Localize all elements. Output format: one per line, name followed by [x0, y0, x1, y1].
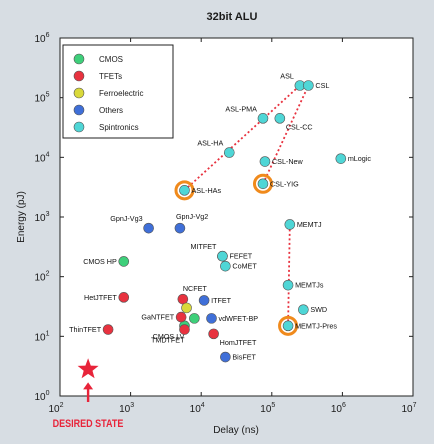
point-label: HetJTFET — [84, 293, 117, 302]
legend-label: Others — [99, 106, 123, 115]
desired-state-star — [77, 358, 99, 379]
data-point — [181, 302, 192, 314]
point-label: CSL-YIG — [270, 179, 299, 188]
data-point — [174, 222, 186, 234]
point-label: GaNTFET — [141, 313, 174, 322]
point-label: GpnJ-Vg2 — [176, 212, 208, 221]
data-point — [223, 147, 235, 158]
x-tick-label: 105 — [260, 402, 275, 415]
data-point — [303, 80, 314, 91]
x-tick-label: 103 — [119, 402, 134, 415]
legend-swatch — [73, 70, 85, 82]
legend-label: CMOS — [99, 55, 123, 64]
point-label: NCFET — [183, 284, 208, 293]
data-points: CMOS HP CMOS LV HetJTFET ThinTFET NCFET GaNTF… — [69, 71, 372, 363]
point-label: ASL-HA — [197, 139, 223, 148]
data-point — [274, 113, 286, 124]
point-label: BisFET — [232, 353, 256, 362]
y-tick-label: 103 — [34, 211, 49, 224]
legend-label: Spintronics — [99, 123, 139, 132]
axis-ticks: 102 103 104 105 106 107 100 101 102 103 104 105 106 — [34, 32, 416, 415]
trend-line — [287, 224, 291, 326]
trend-line — [262, 85, 310, 185]
x-tick-label: 107 — [401, 402, 416, 415]
point-label: MITFET — [190, 242, 217, 251]
point-label: ASL-PMA — [225, 104, 257, 113]
data-point — [118, 292, 130, 303]
data-point — [217, 250, 228, 262]
point-label: HomJTFET — [220, 338, 257, 347]
y-tick-label: 100 — [34, 390, 49, 403]
point-label: CSL-New — [272, 157, 304, 166]
legend-swatch — [73, 121, 85, 133]
y-tick-label: 102 — [34, 271, 49, 284]
data-point — [102, 324, 114, 335]
trend-lines — [183, 84, 310, 326]
legend-swatch — [73, 53, 85, 65]
highlight-ring — [174, 180, 195, 201]
data-point — [282, 320, 294, 332]
point-label: CMOS LV — [153, 332, 185, 341]
data-point — [189, 313, 200, 324]
point-label: ASL-HAs — [191, 186, 221, 195]
x-tick-label: 104 — [190, 402, 205, 415]
point-label: SWD — [310, 305, 327, 314]
legend-swatch — [73, 104, 85, 116]
desired-state-arrowhead — [83, 382, 94, 390]
data-point — [206, 313, 217, 324]
trend-line — [183, 84, 301, 191]
data-point — [257, 113, 269, 124]
data-point — [179, 185, 190, 196]
data-point — [335, 153, 347, 164]
data-point — [220, 351, 231, 363]
highlight-ring — [278, 315, 299, 336]
x-tick-label: 102 — [48, 402, 63, 415]
data-point — [198, 295, 210, 306]
desired-state-marker: DESIRED STATE — [53, 358, 124, 430]
legend-label: TFETs — [99, 72, 122, 81]
data-point — [118, 256, 130, 267]
x-tick-label: 106 — [331, 402, 346, 415]
point-label: CMOS HP — [83, 257, 117, 266]
point-label: ITFET — [211, 296, 232, 305]
point-label: ASL — [280, 71, 294, 80]
point-label: GpnJ-Vg3 — [110, 214, 142, 223]
point-label: TMDTFET — [151, 336, 185, 345]
highlight-ring — [252, 173, 273, 194]
data-point — [143, 222, 154, 234]
data-point — [282, 279, 294, 291]
data-point — [257, 178, 269, 190]
data-point — [259, 156, 271, 167]
y-tick-label: 105 — [34, 92, 49, 105]
legend: CMOS TFETs Ferroelectric Others Spintronics — [62, 44, 174, 139]
y-tick-label: 106 — [34, 32, 49, 45]
point-label: MEMTJ-Pres — [295, 321, 337, 330]
point-label: MEMTJ — [297, 220, 322, 229]
legend-items: CMOS TFETs Ferroelectric Others Spintronics — [73, 53, 143, 133]
point-label: ThinTFET — [69, 325, 102, 334]
y-axis-label: Energy (pJ) — [16, 191, 27, 243]
data-point — [220, 260, 231, 272]
data-point — [208, 328, 219, 340]
desired-state-label: DESIRED STATE — [53, 418, 124, 430]
data-point — [179, 324, 190, 335]
point-label: CSL — [315, 81, 329, 90]
point-label: CoMET — [232, 262, 257, 271]
chart-title: 32bit ALU — [207, 11, 258, 23]
x-axis-label: Delay (ns) — [213, 425, 259, 436]
data-point — [298, 304, 309, 315]
point-label: mLogic — [348, 154, 372, 163]
y-tick-label: 101 — [34, 330, 49, 343]
legend-label: Ferroelectric — [99, 89, 143, 98]
legend-swatch — [73, 87, 85, 99]
point-label: vdWFET-BP — [219, 314, 259, 323]
data-point — [175, 311, 187, 323]
point-label: FEFET — [229, 252, 252, 261]
point-label: CSL-CC — [286, 122, 313, 131]
point-label: MEMTJs — [295, 281, 324, 290]
data-point — [284, 219, 296, 230]
y-tick-label: 104 — [34, 151, 49, 164]
